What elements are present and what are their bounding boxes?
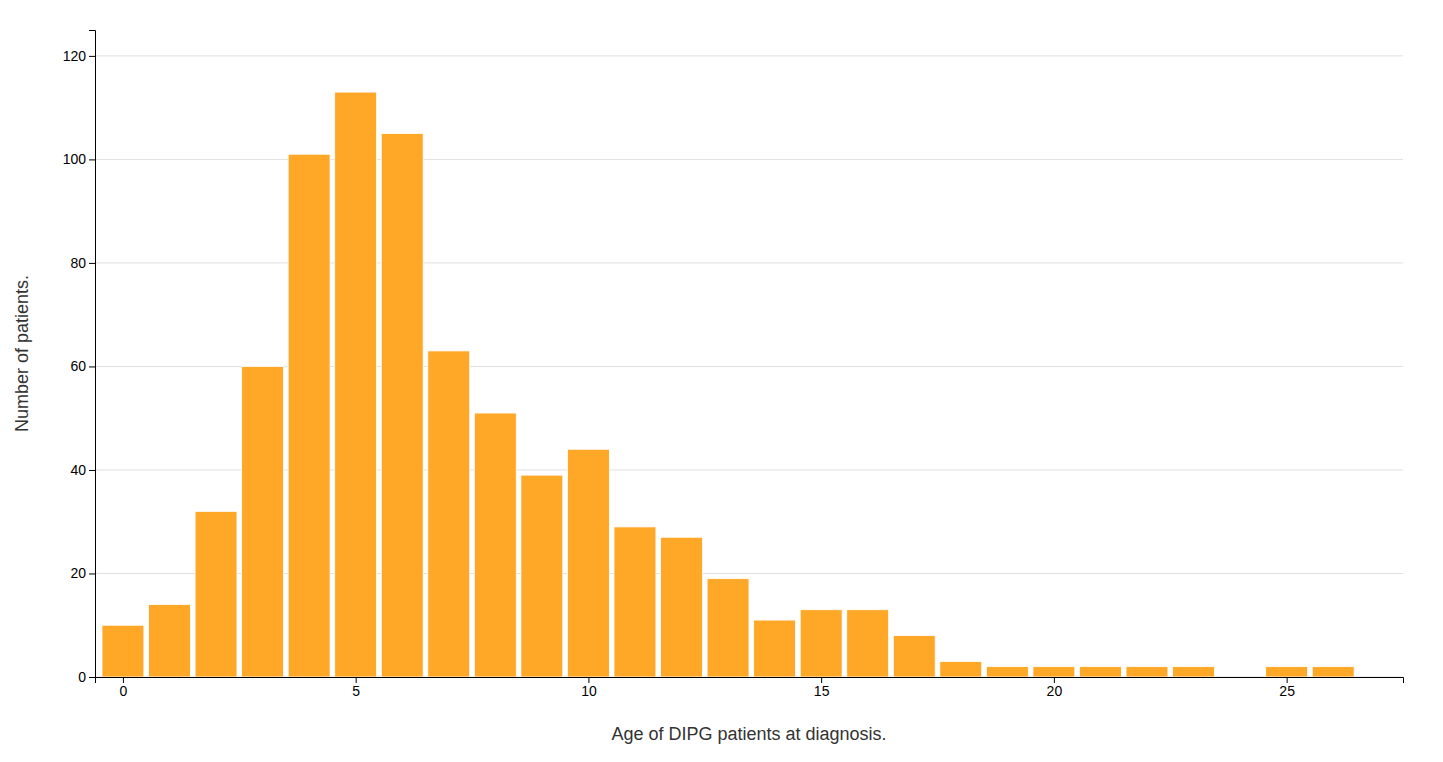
x-axis: 0 5 10 15 20 25 [96, 677, 1404, 699]
bar [1033, 667, 1075, 677]
tick: 20 [1047, 677, 1063, 699]
bar [893, 636, 935, 677]
tick-label: 25 [1279, 683, 1295, 699]
bar [754, 620, 796, 677]
bar [1173, 667, 1215, 677]
tick: 15 [814, 677, 830, 699]
tick: 0 [78, 669, 95, 685]
tick: 80 [70, 255, 95, 271]
tick-label: 0 [120, 683, 128, 699]
tick-mark [89, 677, 95, 678]
y-axis-title: Number of patients. [12, 275, 32, 432]
axis-line [89, 31, 96, 678]
bar [149, 605, 191, 677]
bar [195, 511, 237, 677]
bar [1126, 667, 1168, 677]
bar [847, 610, 889, 677]
tick-label: 100 [63, 151, 87, 167]
x-axis-title: Age of DIPG patients at diagnosis. [611, 724, 886, 744]
tick-label: 5 [352, 683, 360, 699]
tick-label: 80 [70, 255, 86, 271]
tick-label: 120 [63, 48, 87, 64]
bar [986, 667, 1028, 677]
tick-mark [89, 470, 95, 471]
bar [381, 134, 423, 677]
tick-label: 0 [78, 669, 86, 685]
grid [95, 56, 1403, 677]
tick-label: 40 [70, 462, 86, 478]
bar [614, 527, 656, 677]
plot-area [102, 92, 1354, 677]
bar [335, 92, 377, 677]
bar [102, 625, 144, 677]
bar [800, 610, 842, 677]
grid-line [95, 55, 1403, 56]
tick: 20 [70, 565, 95, 581]
tick-label: 20 [70, 565, 86, 581]
bar [940, 661, 982, 677]
bar [428, 351, 470, 677]
bar [242, 366, 284, 677]
bar [1079, 667, 1121, 677]
tick-label: 15 [814, 683, 830, 699]
tick: 40 [70, 462, 95, 478]
bar [288, 154, 330, 677]
tick-mark [89, 573, 95, 574]
tick: 60 [70, 358, 95, 374]
bar [567, 449, 609, 677]
tick: 5 [352, 677, 360, 699]
bar [1312, 667, 1354, 677]
tick: 120 [63, 48, 95, 64]
tick-label: 60 [70, 358, 86, 374]
bar [521, 475, 563, 677]
chart-svg: 0 5 10 15 20 25 0 20 40 60 80 100 120 Age of DIPG pat… [0, 0, 1443, 762]
tick-mark [89, 56, 95, 57]
tick-mark [89, 159, 95, 160]
chart-container: 0 5 10 15 20 25 0 20 40 60 80 100 120 Age of DIPG pat… [0, 0, 1443, 762]
tick-mark [89, 263, 95, 264]
tick: 10 [581, 677, 597, 699]
tick-mark [89, 366, 95, 367]
bar [1219, 677, 1261, 678]
bar [661, 537, 703, 677]
bar [474, 413, 516, 677]
tick-label: 20 [1047, 683, 1063, 699]
y-axis: 0 20 40 60 80 100 120 [63, 31, 96, 685]
bar [1266, 667, 1308, 677]
axis-line [96, 678, 1404, 684]
tick: 25 [1279, 677, 1295, 699]
tick: 100 [63, 151, 95, 167]
tick-label: 10 [581, 683, 597, 699]
tick: 0 [120, 677, 128, 699]
bar [707, 579, 749, 677]
